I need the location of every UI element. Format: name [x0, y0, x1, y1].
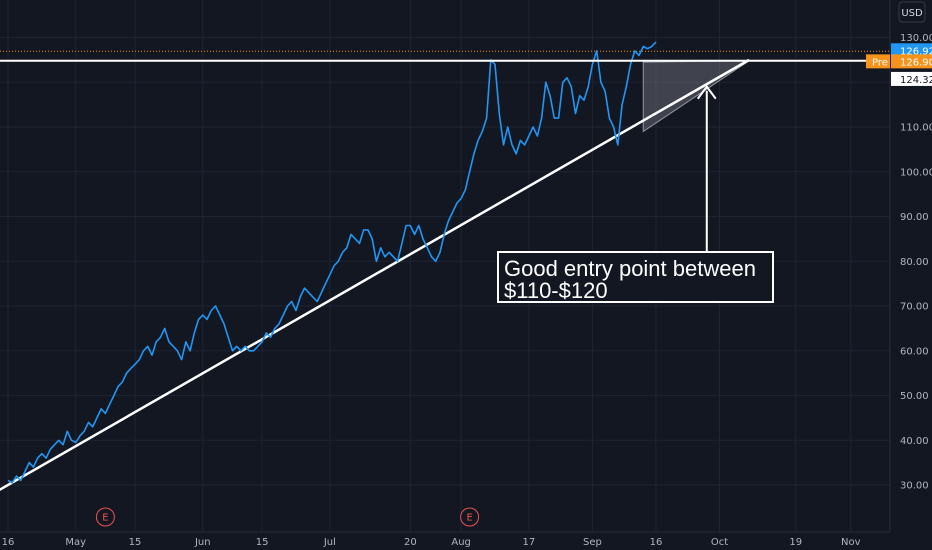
y-tick-label: 30.00 [900, 481, 929, 492]
trendline [0, 58, 750, 492]
time-axis: 16 May 15 Jun 15 Jul 20 Aug 17 Sep 16 Oct 19 Nov [2, 537, 861, 548]
currency-button-frame[interactable] [898, 1, 926, 23]
premarket-value: 126.90 [900, 57, 932, 68]
x-tick-label: 17 [523, 537, 536, 548]
price-series [7, 41, 657, 484]
premarket-tag [866, 54, 890, 69]
earnings-marker-label: E [102, 513, 108, 524]
x-tick-label: Jul [323, 537, 336, 548]
x-tick-label: May [65, 537, 86, 548]
support-trendline [0, 58, 750, 492]
x-tick-label: Oct [711, 537, 728, 548]
y-tick-label: 70.00 [900, 302, 929, 313]
currency-label[interactable]: USD [901, 8, 923, 19]
x-tick-label: 16 [2, 537, 15, 548]
y-tick-label: 100.00 [900, 167, 932, 178]
y-tick-label: 90.00 [900, 212, 929, 223]
annotation-text: $110-$120 [504, 278, 608, 303]
price-line [7, 41, 657, 484]
y-tick-label: 60.00 [900, 346, 929, 357]
last-price-value: 126.92 [900, 46, 932, 57]
x-tick-label: 20 [404, 537, 417, 548]
x-tick-label: Sep [583, 537, 602, 548]
annotation-text: Good entry point between [504, 256, 756, 281]
time-axis-panel[interactable] [0, 532, 890, 550]
currency-button[interactable]: USD [898, 1, 926, 23]
y-tick-label: 130.00 [900, 33, 932, 44]
last-price-badge [891, 43, 932, 58]
premarket-badge [891, 54, 932, 69]
x-tick-label: 15 [256, 537, 269, 548]
x-tick-label: 15 [129, 537, 142, 548]
y-tick-label: 50.00 [900, 391, 929, 402]
y-tick-label: 110.00 [900, 123, 932, 134]
line-level-value: 124.32 [900, 75, 932, 86]
x-tick-label: Nov [841, 537, 861, 548]
earnings-marker[interactable] [95, 507, 115, 527]
y-tick-label: 40.00 [900, 436, 929, 447]
price-axis-panel[interactable] [890, 0, 932, 532]
premarket-tag-label: Pre [872, 57, 888, 68]
y-tick-label: 80.00 [900, 257, 929, 268]
earnings-marker[interactable] [460, 507, 480, 527]
earnings-marker-label: E [466, 513, 472, 524]
arrow-head [696, 85, 717, 100]
line-level-badge [891, 71, 932, 86]
x-tick-label: Aug [451, 537, 471, 548]
x-tick-label: 16 [650, 537, 663, 548]
annotation-frame[interactable] [497, 251, 774, 303]
annotation-arrow [696, 85, 717, 271]
x-tick-label: Jun [194, 537, 211, 548]
annotation-box[interactable]: Good entry point between$110-$120 [497, 251, 774, 303]
price-labels: 126.92 Pre 126.90 124.32 [866, 43, 932, 86]
x-tick-label: 19 [789, 537, 802, 548]
